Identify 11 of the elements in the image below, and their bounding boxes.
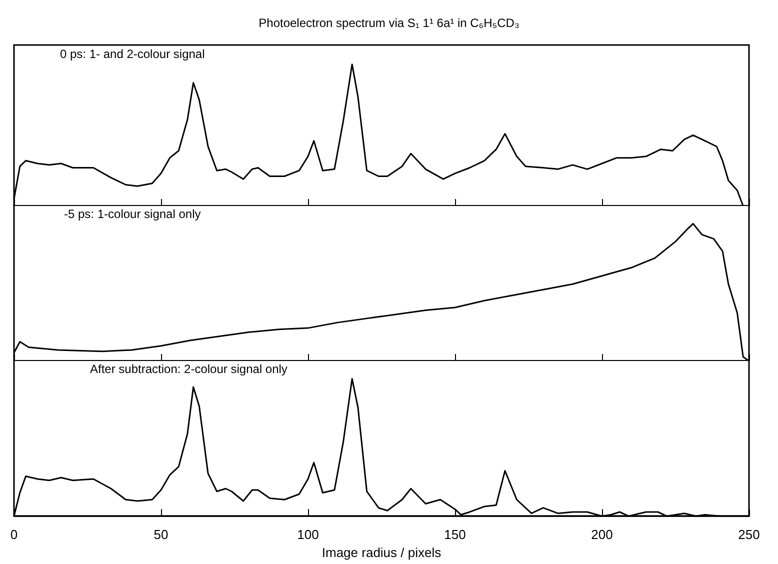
x-tick-label: 150 [444, 527, 466, 542]
x-tick-label: 250 [738, 527, 760, 542]
x-tick-label: 50 [154, 527, 168, 542]
x-tick-label: 0 [10, 527, 18, 542]
text: 0 ps: 1- and 2-colour signal [60, 47, 205, 61]
text: -5 ps: 1-colour signal only [64, 207, 201, 221]
x-tick-label: 100 [297, 527, 319, 542]
x-tick-label: 200 [591, 527, 613, 542]
x-axis-title: Image radius / pixels [322, 545, 442, 560]
chart-title: Photoelectron spectrum via S₁ 1¹ 6a¹ in C₆H₅CD₃ [258, 16, 520, 30]
text: After subtraction: 2-colour signal only [90, 362, 288, 376]
